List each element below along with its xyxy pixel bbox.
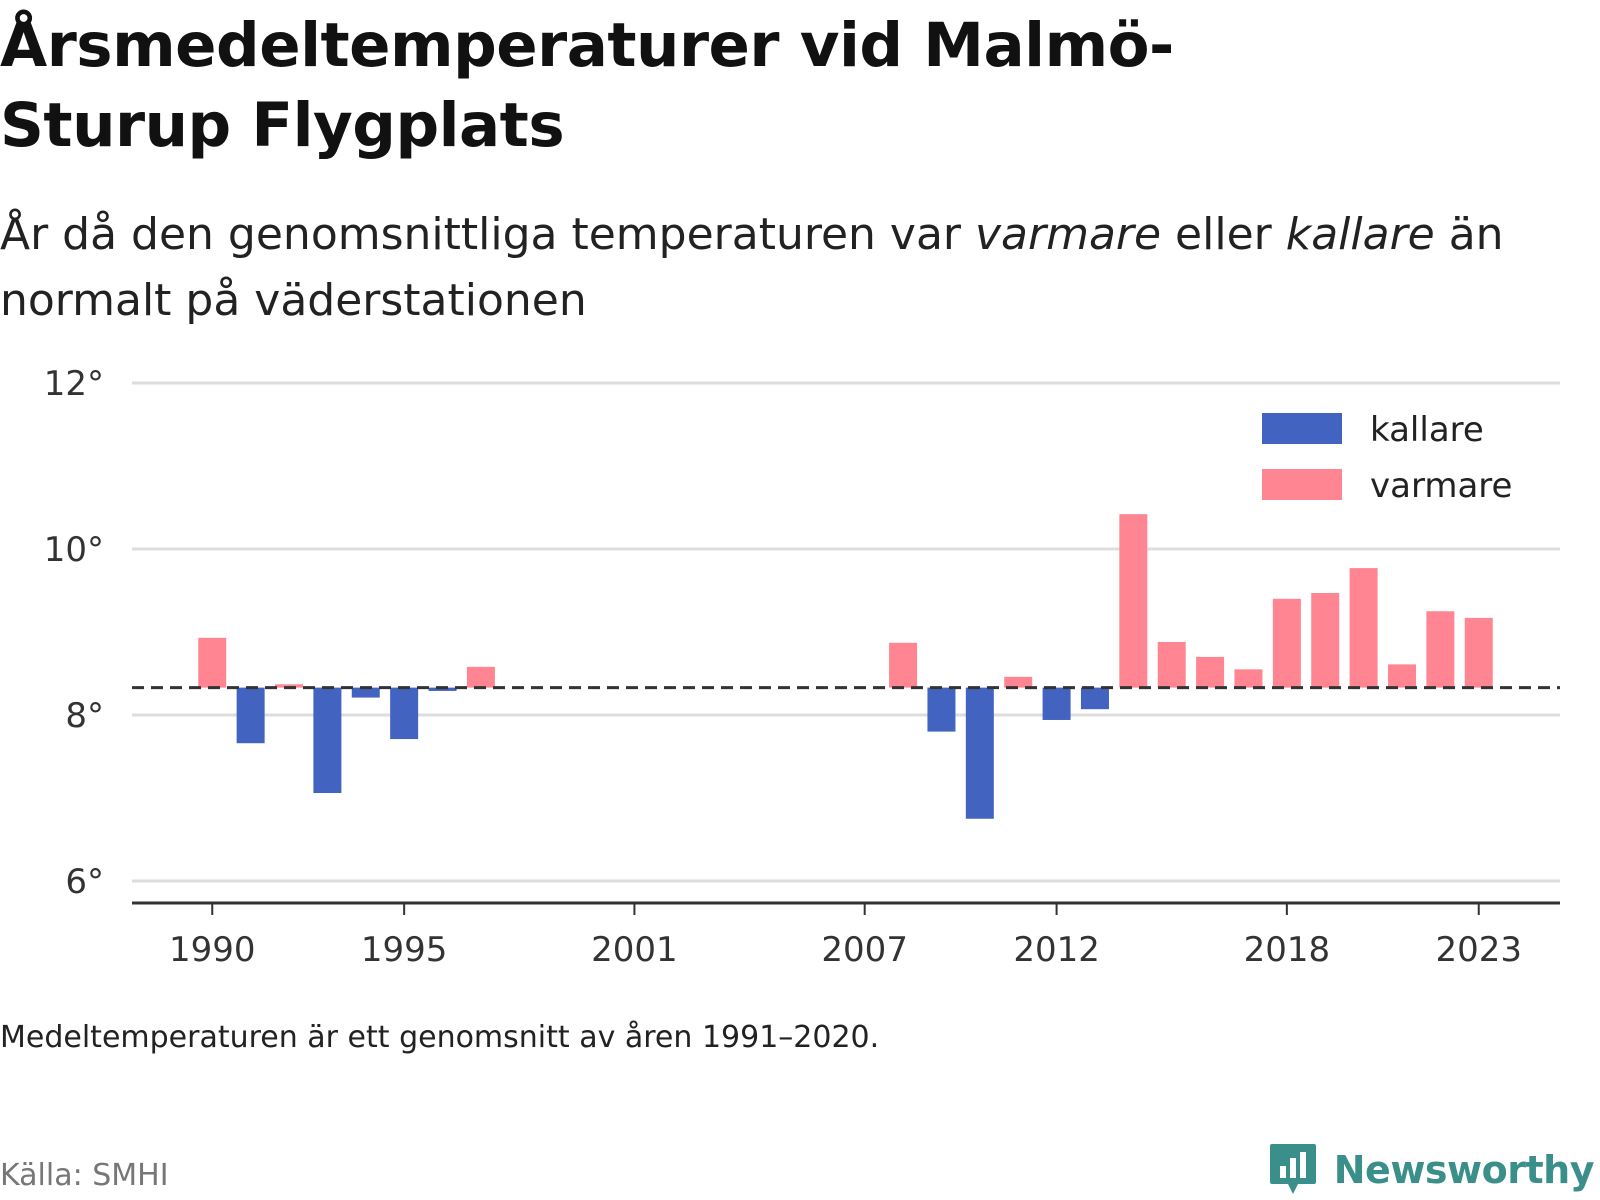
bar-kallare <box>927 687 956 732</box>
chart-subtitle: År då den genomsnittliga temperaturen va… <box>0 202 1560 334</box>
y-tick-label: 10° <box>44 530 104 570</box>
bar-kallare <box>1080 687 1109 710</box>
subtitle-part-2: eller <box>1161 209 1286 260</box>
bar-varmare <box>1004 676 1033 688</box>
bar-kallare <box>428 687 457 691</box>
x-tick-label: 1995 <box>361 930 448 970</box>
bar-kallare <box>313 687 342 794</box>
chart-title: Årsmedeltemperaturer vid Malmö-Sturup Fl… <box>0 10 1174 161</box>
bar-varmare <box>1119 514 1148 688</box>
bar-varmare <box>1234 669 1263 688</box>
subtitle-part-1: År då den genomsnittliga temperaturen va… <box>0 209 975 260</box>
legend-swatch-kallare <box>1262 413 1342 444</box>
subtitle-warm-word: varmare <box>974 209 1162 260</box>
legend: kallare varmare <box>1262 410 1512 506</box>
x-tick-label: 1990 <box>169 930 256 970</box>
bar-varmare <box>466 666 495 688</box>
bar-kallare <box>1042 687 1071 720</box>
legend-label-varmare: varmare <box>1370 466 1512 506</box>
bars <box>198 514 1493 819</box>
bar-kallare <box>390 687 419 740</box>
bar-varmare <box>275 684 304 688</box>
x-tick-label: 2018 <box>1244 930 1331 970</box>
y-axis-tick-labels: 6° 8° 10° 12° <box>44 364 104 902</box>
bar-varmare <box>198 637 227 688</box>
bar-varmare <box>1426 611 1455 688</box>
bar-varmare <box>1349 568 1378 688</box>
legend-label-kallare: kallare <box>1370 410 1484 450</box>
y-tick-label: 6° <box>65 862 104 902</box>
bar-varmare <box>1272 598 1301 688</box>
gridlines <box>132 381 1560 883</box>
bar-kallare <box>965 687 994 819</box>
y-tick-label: 12° <box>44 364 104 404</box>
x-tick-label: 2001 <box>591 930 678 970</box>
bar-varmare <box>1464 617 1493 688</box>
source-credit: Källa: SMHI <box>0 1158 169 1193</box>
newsworthy-chart-icon <box>1269 1144 1316 1194</box>
subtitle-part-3: än normalt på väderstationen <box>0 209 1504 326</box>
legend-swatch-varmare <box>1262 469 1342 500</box>
bar-varmare <box>1196 656 1225 688</box>
x-tick-label: 2023 <box>1435 930 1522 970</box>
bar-kallare <box>236 687 265 744</box>
bar-varmare <box>1157 641 1186 688</box>
y-tick-label: 8° <box>65 696 104 736</box>
bar-varmare <box>889 642 918 688</box>
bar-varmare <box>1311 592 1340 688</box>
bar-varmare <box>1387 664 1416 688</box>
subtitle-cold-word: kallare <box>1285 209 1435 260</box>
x-tick-label: 2007 <box>821 930 908 970</box>
brand-name: Newsworthy <box>1333 1148 1595 1192</box>
newsworthy-logo[interactable]: Newsworthy <box>1268 1140 1595 1200</box>
x-axis-ticks: 1990 1995 2001 2007 2012 2018 2023 <box>169 903 1522 970</box>
temperature-bar-chart: 6°8°10°12° 1990 1995 2001 2007 2012 2018 2023 … <box>44 364 1560 970</box>
footnote: Medeltemperaturen är ett genomsnitt av å… <box>0 1020 880 1055</box>
bar-kallare <box>351 687 380 698</box>
x-tick-label: 2012 <box>1013 930 1100 970</box>
